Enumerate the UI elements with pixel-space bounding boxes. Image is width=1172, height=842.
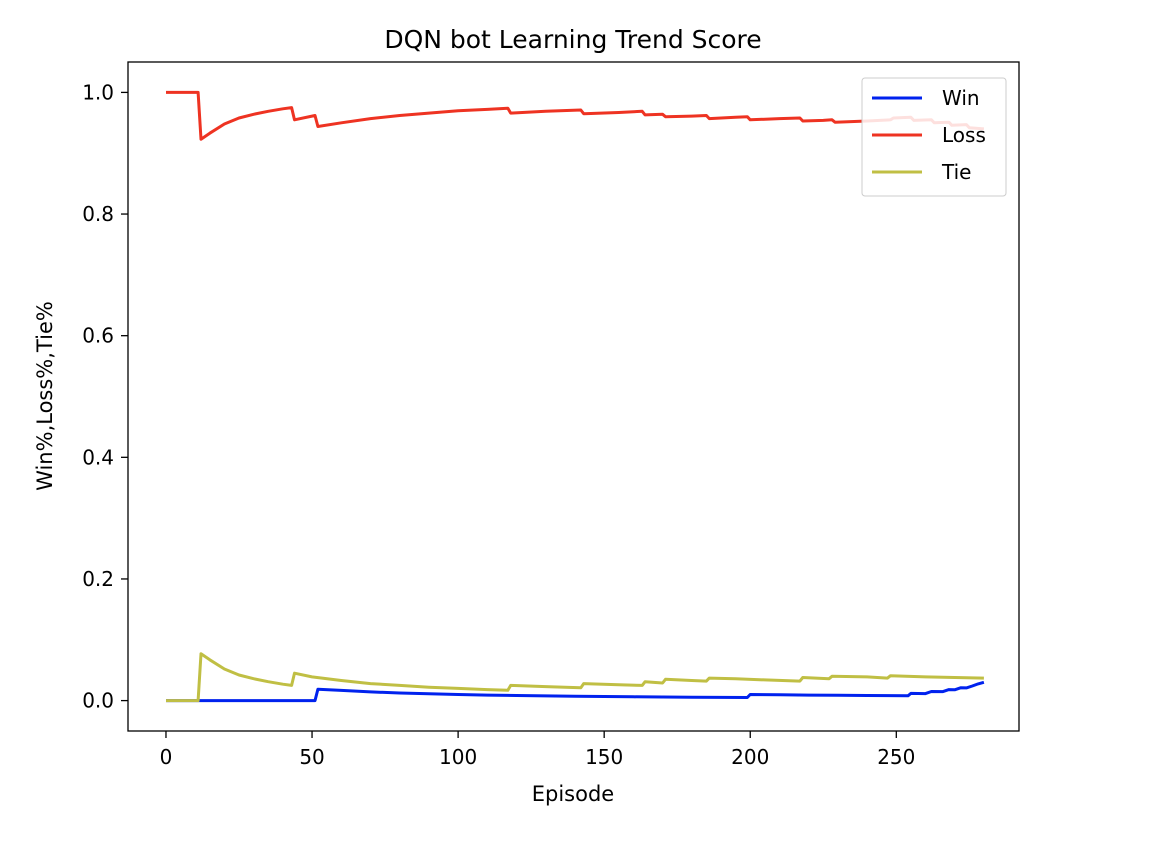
x-axis-label: Episode [532,782,614,806]
legend-label-win: Win [942,86,980,110]
y-axis-label: Win%,Loss%,Tie% [33,301,57,491]
y-tick-label: 1.0 [82,80,114,104]
x-tick-label: 0 [160,745,173,769]
x-tick-label: 250 [877,745,915,769]
y-tick-label: 0.8 [82,202,114,226]
x-tick-label: 200 [731,745,769,769]
x-axis-ticks: 0 50 100 150 200 250 [160,731,915,769]
legend-label-loss: Loss [942,123,986,147]
chart-title: DQN bot Learning Trend Score [384,25,761,54]
y-tick-label: 0.6 [82,324,114,348]
x-tick-label: 100 [439,745,477,769]
series-line-win [166,680,985,703]
y-axis-ticks: 0.0 0.2 0.4 0.6 0.8 1.0 [82,80,128,713]
legend: Win Loss Tie [861,77,1007,197]
legend-label-tie: Tie [941,160,971,184]
y-tick-label: 0.4 [82,445,114,469]
series-line-tie [166,652,984,703]
axes-frame [127,61,1020,732]
y-tick-label: 0.2 [82,567,114,591]
x-tick-label: 50 [299,745,324,769]
legend-box [861,77,1007,197]
y-tick-label: 0.0 [82,689,114,713]
x-tick-label: 150 [585,745,623,769]
plot-area [127,61,1020,732]
